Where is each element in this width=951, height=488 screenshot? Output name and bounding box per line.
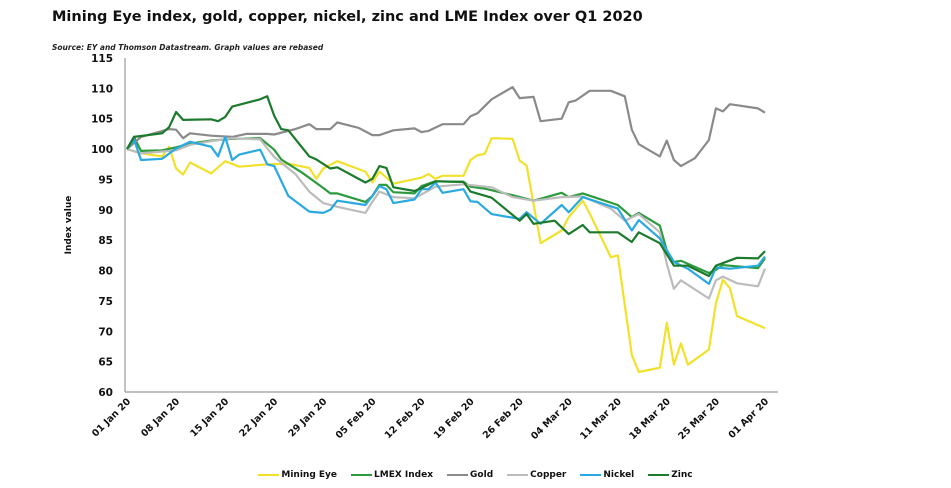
x-tick-label: 01 Apr 20 (727, 396, 772, 441)
x-tick-label: 22 Jan 20 (237, 396, 280, 439)
y-tick-label: 100 (91, 144, 113, 156)
legend-label: Gold (470, 470, 494, 480)
series-line-zinc (126, 95, 766, 278)
legend-swatch (351, 473, 373, 477)
x-tick-label: 29 Jan 20 (286, 396, 329, 439)
legend: Mining Eye LMEX Index Gold Copper Nickel Zinc (0, 470, 951, 480)
x-tick-label: 11 Mar 20 (578, 396, 624, 442)
chart-title: Mining Eye index, gold, copper, nickel, … (52, 9, 643, 25)
y-tick-label: 70 (98, 326, 113, 338)
y-tick-label: 115 (91, 53, 113, 65)
y-tick-label: 80 (98, 266, 113, 278)
y-tick-label: 75 (98, 296, 113, 308)
x-tick-label: 26 Feb 20 (481, 396, 526, 441)
y-tick-label: 90 (98, 205, 113, 217)
legend-label: Nickel (603, 470, 635, 480)
y-tick-label: 95 (98, 174, 113, 186)
y-tick-label: 65 (98, 357, 113, 369)
x-tick-label: 25 Mar 20 (676, 396, 722, 442)
x-tick-label: 12 Feb 20 (383, 396, 428, 441)
series-lines (126, 86, 767, 374)
y-tick-label: 85 (98, 235, 113, 247)
legend-swatch (258, 473, 280, 477)
legend-item-gold: Gold (447, 470, 493, 480)
y-axis-label: Index value (64, 196, 74, 255)
chart-subtitle: Source: EY and Thomson Datastream. Graph… (52, 43, 324, 52)
axes: 60 65 70 75 80 85 90 95 100 105 110 115 01 Jan 20 08 … (90, 53, 778, 442)
x-tick-label: 08 Jan 20 (139, 396, 182, 439)
legend-item-lmex-index: LMEX Index (351, 470, 433, 480)
legend-item-nickel: Nickel (580, 470, 634, 480)
series-line-mining-eye (126, 137, 766, 374)
legend-label: Copper (530, 470, 567, 480)
x-tick-label: 04 Mar 20 (529, 396, 575, 442)
x-tick-label: 19 Feb 20 (432, 396, 477, 441)
x-tick-label: 05 Feb 20 (334, 396, 379, 441)
legend-swatch (447, 473, 469, 477)
y-tick-label: 110 (91, 83, 113, 95)
legend-swatch (507, 473, 529, 477)
legend-item-zinc: Zinc (648, 470, 693, 480)
series-line-gold (126, 86, 766, 168)
y-tick-label: 105 (91, 114, 113, 126)
legend-swatch (648, 473, 670, 477)
series-line-copper (126, 137, 767, 300)
y-tick-label: 60 (98, 387, 113, 399)
x-tick-label: 15 Jan 20 (188, 396, 231, 439)
legend-swatch (580, 473, 602, 477)
series-line-nickel (126, 135, 766, 285)
x-tick-label: 18 Mar 20 (627, 396, 673, 442)
legend-label: Mining Eye (281, 470, 338, 480)
legend-label: Zinc (671, 470, 693, 480)
legend-item-mining-eye: Mining Eye (258, 470, 337, 480)
x-tick-label: 01 Jan 20 (90, 396, 133, 439)
legend-item-copper: Copper (507, 470, 566, 480)
legend-label: LMEX Index (374, 470, 434, 480)
